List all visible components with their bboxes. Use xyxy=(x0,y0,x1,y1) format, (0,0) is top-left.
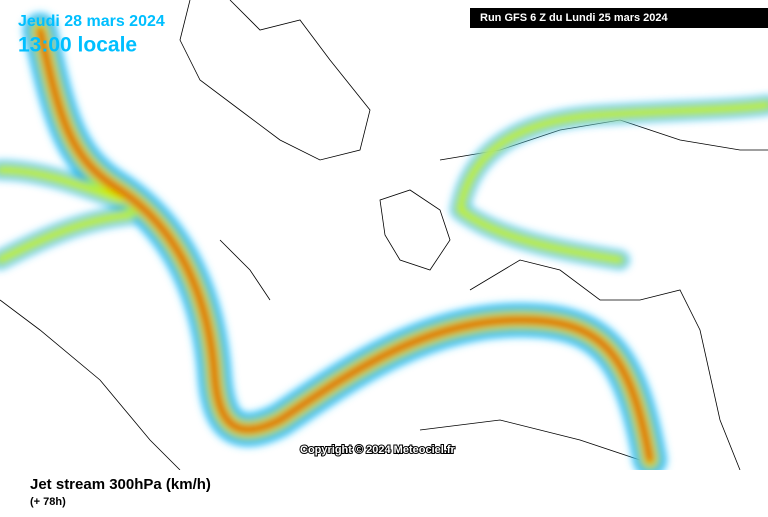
jet-band xyxy=(455,100,768,215)
footer-lead: (+ 78h) xyxy=(30,496,66,508)
jet-band xyxy=(0,210,135,265)
footer-title: Jet stream 300hPa (km/h) xyxy=(30,476,211,493)
footer-band xyxy=(0,470,768,512)
run-info: Run GFS 6 Z du Lundi 25 mars 2024 xyxy=(480,12,669,24)
run-box xyxy=(470,8,768,28)
jet-band xyxy=(455,205,625,265)
jet-band xyxy=(38,28,652,462)
jet-band xyxy=(0,165,125,205)
copyright: Copyright © 2024 Meteociel.fr xyxy=(300,444,456,456)
jet-stream xyxy=(0,13,768,477)
forecast-date: Jeudi 28 mars 2024 xyxy=(18,13,165,30)
forecast-time: 13:00 locale xyxy=(18,34,137,57)
